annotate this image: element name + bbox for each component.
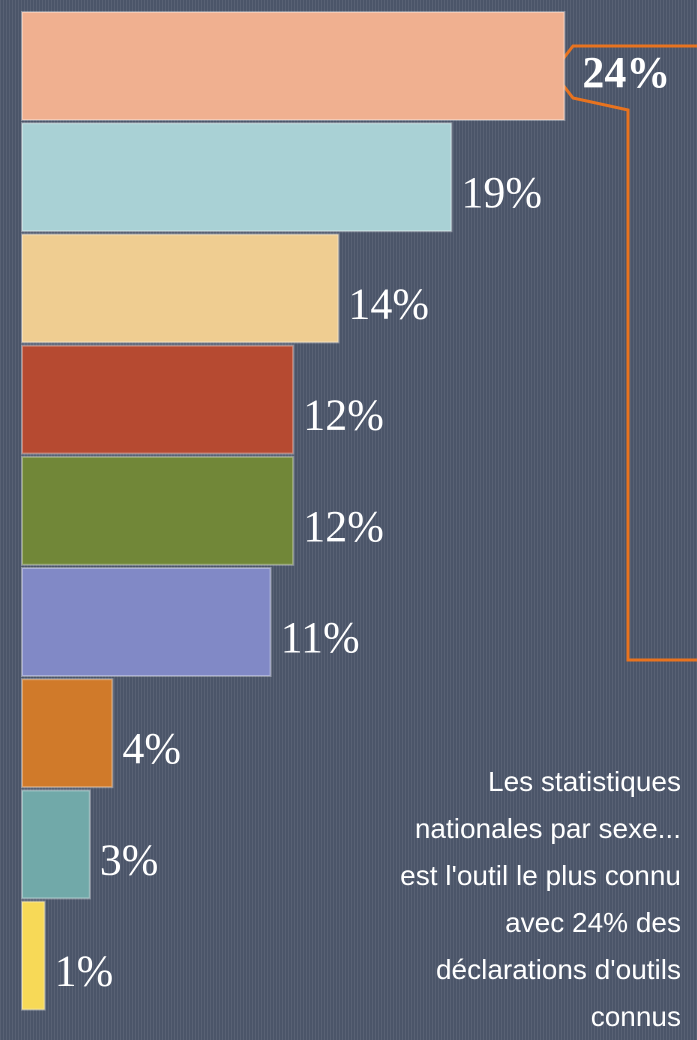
value-label: 11% [281, 613, 360, 662]
value-label: 14% [348, 279, 429, 328]
callout [551, 44, 697, 662]
value-label: 1% [55, 947, 114, 996]
bar [21, 344, 295, 455]
bar [21, 900, 46, 1011]
bar [21, 122, 453, 233]
bar [21, 678, 114, 789]
value-label: 24% [582, 48, 670, 97]
annotation-line: est l'outil le plus connu [400, 860, 681, 891]
value-label: 19% [461, 168, 542, 217]
value-label: 12% [303, 391, 384, 440]
value-label: 12% [303, 502, 384, 551]
annotation-line: connus [590, 1001, 681, 1032]
bar [21, 455, 295, 566]
value-label: 4% [122, 724, 181, 773]
bar [21, 789, 91, 900]
bar [21, 233, 340, 344]
bar [21, 11, 566, 121]
annotation-line: déclarations d'outils [435, 954, 681, 985]
annotation-line: Les statistiques [488, 766, 681, 797]
value-label: 3% [100, 835, 159, 884]
annotation-line: nationales par sexe... [414, 813, 681, 844]
bar [21, 567, 272, 677]
annotation: Les statistiques nationales par sexe... es… [241, 758, 681, 1040]
annotation-line: avec 24% des [505, 907, 681, 938]
